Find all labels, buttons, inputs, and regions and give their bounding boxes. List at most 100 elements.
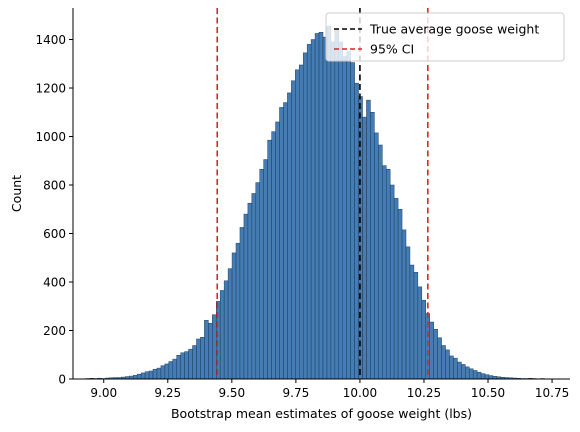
histogram-bar	[306, 44, 312, 380]
histogram-bar	[354, 82, 359, 380]
histogram-bar	[437, 337, 442, 380]
reference-lines	[216, 8, 429, 379]
legend-entry-ci: 95% CI	[370, 42, 414, 57]
legend-entry-true-average: True average goose weight	[369, 22, 539, 37]
y-tick-label: 200	[43, 324, 66, 338]
histogram-bar	[164, 363, 170, 380]
histogram-bar	[299, 64, 304, 380]
histogram-bar	[156, 367, 162, 380]
x-axis-label: Bootstrap mean estimates of goose weight…	[171, 406, 472, 421]
histogram-bar	[346, 51, 351, 380]
histogram-bar	[243, 213, 249, 380]
histogram-bar	[393, 198, 399, 380]
histogram-bar	[302, 52, 308, 380]
histogram-bar	[453, 357, 458, 380]
histogram-bar	[433, 329, 438, 380]
x-tick-label: 10.75	[535, 386, 569, 400]
histogram-bar	[342, 56, 347, 380]
histogram-bar	[184, 351, 189, 380]
histogram-bar	[200, 337, 205, 380]
histogram-bar	[160, 365, 166, 380]
y-tick-label: 600	[43, 227, 66, 241]
histogram-bar	[401, 229, 407, 380]
histogram-bar	[275, 121, 280, 380]
histogram-bar	[239, 227, 245, 380]
histogram-bar	[223, 280, 229, 380]
y-tick-label: 800	[43, 178, 66, 192]
histogram-bar	[322, 36, 328, 380]
histogram-bar	[188, 348, 193, 380]
histogram-bar	[144, 371, 150, 380]
x-tick-label: 9.75	[283, 386, 310, 400]
x-tick-label: 9.00	[90, 386, 117, 400]
histogram-bar	[397, 209, 403, 380]
histogram-bar	[235, 242, 241, 380]
histogram-bar	[204, 320, 209, 380]
x-tick-label: 9.50	[218, 386, 245, 400]
histogram-bar	[212, 314, 217, 380]
y-tick-label: 400	[43, 275, 66, 289]
y-axis-ticks: 0 200 400 600 800 1000 1200 1400	[35, 33, 73, 386]
histogram-bar	[338, 41, 343, 380]
histogram-bar	[295, 69, 300, 380]
histogram-bar	[310, 39, 316, 380]
histogram-bar	[271, 131, 276, 380]
histogram-bar	[176, 354, 181, 380]
histogram-bar	[449, 355, 454, 380]
histogram-bar	[374, 132, 379, 380]
histogram-bar	[465, 366, 470, 380]
histogram-bar	[378, 144, 383, 380]
y-tick-label: 1200	[35, 81, 66, 95]
histogram-bar	[255, 182, 260, 380]
histogram-bar	[370, 112, 375, 380]
histogram-bar	[350, 62, 355, 380]
y-tick-label: 1400	[35, 33, 66, 47]
legend-box	[325, 12, 565, 62]
histogram-bar	[208, 322, 213, 380]
legend: True average goose weight 95% CI	[325, 12, 565, 62]
histogram-bar	[192, 345, 197, 380]
histogram-bar	[287, 92, 292, 380]
y-tick-label: 1000	[35, 130, 66, 144]
x-tick-label: 10.00	[343, 386, 377, 400]
x-axis-ticks: 9.00 9.25 9.50 9.75 10.00 10.25 10.50 10.75	[90, 379, 569, 400]
histogram-bar	[421, 299, 427, 380]
x-tick-label: 9.25	[154, 386, 181, 400]
histogram-bar	[172, 358, 177, 380]
histogram-bar	[314, 33, 320, 380]
histogram-bar	[472, 370, 478, 380]
histogram-bar	[417, 286, 423, 380]
histogram-bar	[445, 349, 450, 380]
histogram-bar	[267, 139, 272, 380]
histogram-bar	[291, 80, 296, 380]
axes	[72, 8, 570, 380]
histogram-bar	[488, 375, 494, 380]
histogram-bar	[362, 116, 367, 380]
histogram-bar	[385, 169, 391, 380]
histogram-bar	[480, 373, 486, 380]
histogram-bar	[366, 99, 371, 380]
histogram-bar	[389, 184, 395, 380]
histogram-bar	[409, 264, 415, 380]
histogram-bar	[231, 252, 237, 380]
histogram-bar	[461, 364, 466, 380]
histogram-bar	[318, 32, 324, 380]
histogram-bar	[413, 272, 419, 380]
y-axis-label: Count	[9, 175, 24, 212]
histogram-bar	[132, 375, 138, 380]
histogram-bar	[468, 368, 474, 380]
histogram-bar	[168, 361, 174, 380]
histogram-bar	[259, 169, 264, 380]
histogram-bar	[441, 345, 446, 380]
y-tick-label: 0	[58, 372, 66, 386]
histogram-bar	[196, 338, 201, 380]
histogram-bar	[251, 193, 257, 380]
histogram-bar	[148, 370, 154, 380]
histogram-bar	[247, 202, 253, 380]
histogram-bar	[219, 290, 225, 380]
histogram-bar	[227, 268, 233, 380]
x-tick-label: 10.50	[471, 386, 505, 400]
histogram-bar	[382, 165, 387, 380]
histogram-bar	[152, 369, 158, 380]
